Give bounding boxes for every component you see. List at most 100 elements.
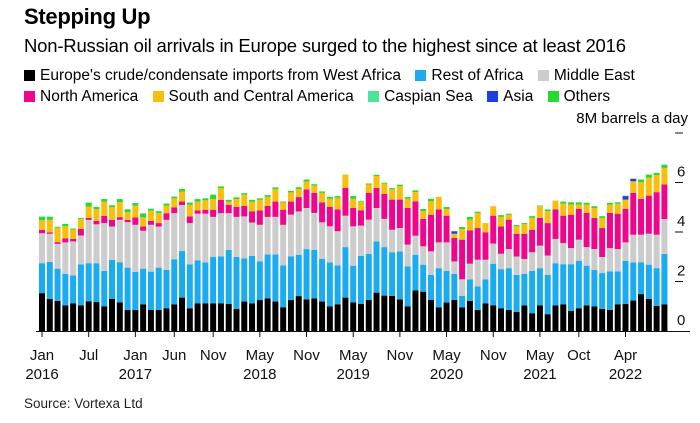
bar-segment-rest-of-africa xyxy=(653,268,660,306)
bar-segment-north-america xyxy=(560,215,567,244)
bar-segment-europe-s-crude-condensate-imports-from-west-africa xyxy=(342,297,349,331)
bar-segment-north-america xyxy=(544,223,551,256)
bar-stack xyxy=(653,172,660,331)
bar-segment-europe-s-crude-condensate-imports-from-west-africa xyxy=(357,304,364,331)
bar-segment-middle-east xyxy=(62,242,69,274)
legend-item-others: Others xyxy=(547,86,610,107)
bar-segment-asia xyxy=(622,196,629,200)
bar-segment-others xyxy=(70,228,77,230)
bar-segment-middle-east xyxy=(443,242,450,271)
bar-segment-south-and-central-america xyxy=(225,201,232,205)
bar-segment-middle-east xyxy=(287,214,294,257)
bar-stack xyxy=(225,199,232,331)
bar-segment-rest-of-africa xyxy=(583,265,590,306)
bar-segment-europe-s-crude-condensate-imports-from-west-africa xyxy=(225,304,232,331)
bar-segment-rest-of-africa xyxy=(194,260,201,304)
bar-stack xyxy=(77,218,84,331)
bar-segment-north-america xyxy=(225,204,232,214)
bar-segment-europe-s-crude-condensate-imports-from-west-africa xyxy=(498,308,505,331)
bar-segment-europe-s-crude-condensate-imports-from-west-africa xyxy=(202,303,209,331)
bar-segment-south-and-central-america xyxy=(249,201,256,212)
bar-segment-south-and-central-america xyxy=(443,208,450,216)
legend-item-middle-east: Middle East xyxy=(537,65,635,86)
bar-segment-south-and-central-america xyxy=(241,194,248,206)
bar-segment-europe-s-crude-condensate-imports-from-west-africa xyxy=(124,309,131,331)
bar-segment-europe-s-crude-condensate-imports-from-west-africa xyxy=(474,309,481,331)
chart-subtitle: Non-Russian oil arrivals in Europe surge… xyxy=(24,35,626,56)
bar-stack xyxy=(39,216,45,331)
bar-segment-rest-of-africa xyxy=(163,269,170,309)
bar-segment-others xyxy=(474,211,481,213)
bar-segment-south-and-central-america xyxy=(179,191,186,202)
bar-segment-rest-of-africa xyxy=(622,260,629,305)
bar-segment-rest-of-africa xyxy=(591,269,598,307)
bar-segment-north-america xyxy=(77,229,84,236)
bar-segment-middle-east xyxy=(109,226,116,260)
bar-segment-south-and-central-america xyxy=(459,229,466,240)
bar-segment-middle-east xyxy=(505,249,512,269)
bar-segment-north-america xyxy=(396,199,403,229)
bar-segment-others xyxy=(295,187,302,189)
bar-segment-south-and-central-america xyxy=(544,211,551,224)
bar-segment-south-and-central-america xyxy=(350,198,357,208)
bar-segment-middle-east xyxy=(46,233,53,262)
bar-segment-south-and-central-america xyxy=(280,202,287,210)
bar-segment-europe-s-crude-condensate-imports-from-west-africa xyxy=(147,309,154,331)
legend-label: South and Central America xyxy=(168,88,354,105)
bar-segment-rest-of-africa xyxy=(295,254,302,297)
bar-segment-south-and-central-america xyxy=(171,198,178,208)
bar-segment-middle-east xyxy=(132,224,139,272)
bar-segment-south-and-central-america xyxy=(521,224,528,234)
bar-segment-rest-of-africa xyxy=(490,263,497,306)
bar-segment-rest-of-africa xyxy=(132,271,139,310)
bar-segment-others xyxy=(536,205,543,207)
bar-segment-south-and-central-america xyxy=(186,204,193,217)
bar-segment-middle-east xyxy=(435,242,442,269)
bar-stack xyxy=(124,209,131,331)
bar-segment-middle-east xyxy=(490,243,497,264)
bar-segment-rest-of-africa xyxy=(233,257,240,309)
bar-segment-europe-s-crude-condensate-imports-from-west-africa xyxy=(194,303,201,331)
bar-segment-rest-of-africa xyxy=(186,264,193,309)
bar-segment-north-america xyxy=(498,226,505,254)
bar-segment-middle-east xyxy=(93,224,100,264)
bar-segment-north-america xyxy=(389,199,396,230)
bar-segment-others xyxy=(147,208,154,211)
bar-segment-europe-s-crude-condensate-imports-from-west-africa xyxy=(645,298,652,331)
legend: Europe's crude/condensate imports from W… xyxy=(24,65,694,107)
bar-segment-rest-of-africa xyxy=(568,264,575,311)
bar-stack xyxy=(645,174,652,331)
bar-stack xyxy=(630,178,637,331)
legend-item-caspian-sea: Caspian Sea xyxy=(368,86,473,107)
bar-segment-europe-s-crude-condensate-imports-from-west-africa xyxy=(132,309,139,331)
bar-segment-rest-of-africa xyxy=(109,259,116,299)
bar-segment-rest-of-africa xyxy=(544,274,551,315)
bar-segment-south-and-central-america xyxy=(101,201,108,216)
bar-segment-north-america xyxy=(171,207,178,214)
bar-segment-europe-s-crude-condensate-imports-from-west-africa xyxy=(638,294,645,331)
bar-segment-europe-s-crude-condensate-imports-from-west-africa xyxy=(606,309,613,331)
bar-segment-middle-east xyxy=(645,233,652,265)
bar-segment-north-america xyxy=(459,239,466,280)
bar-segment-europe-s-crude-condensate-imports-from-west-africa xyxy=(404,306,411,331)
bar-segment-others xyxy=(77,218,84,220)
bar-segment-others xyxy=(661,164,668,168)
bar-segment-rest-of-africa xyxy=(389,252,396,296)
bar-segment-middle-east xyxy=(342,215,349,248)
bar-segment-north-america xyxy=(536,217,543,246)
bar-segment-middle-east xyxy=(412,235,419,255)
bar-stack xyxy=(171,196,178,331)
bars-layer xyxy=(39,164,668,332)
bar-segment-europe-s-crude-condensate-imports-from-west-africa xyxy=(311,298,318,331)
bar-segment-rest-of-africa xyxy=(505,268,512,310)
bar-segment-rest-of-africa xyxy=(249,255,256,304)
bar-segment-north-america xyxy=(529,229,536,253)
bar-segment-north-america xyxy=(147,220,154,225)
bar-segment-south-and-central-america xyxy=(513,226,520,234)
bar-segment-north-america xyxy=(599,228,606,257)
bar-segment-middle-east xyxy=(622,242,629,261)
bar-segment-south-and-central-america xyxy=(155,213,162,224)
bar-segment-europe-s-crude-condensate-imports-from-west-africa xyxy=(272,301,279,331)
bar-segment-others xyxy=(217,186,224,189)
bar-segment-south-and-central-america xyxy=(326,198,333,207)
